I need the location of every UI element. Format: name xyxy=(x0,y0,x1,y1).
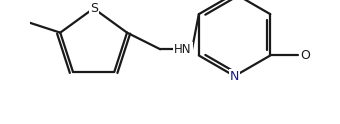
Text: S: S xyxy=(90,2,98,15)
Text: HN: HN xyxy=(174,43,192,56)
Text: O: O xyxy=(301,49,310,62)
Text: N: N xyxy=(230,70,239,83)
